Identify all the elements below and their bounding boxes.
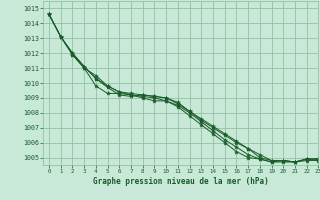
- X-axis label: Graphe pression niveau de la mer (hPa): Graphe pression niveau de la mer (hPa): [93, 177, 269, 186]
